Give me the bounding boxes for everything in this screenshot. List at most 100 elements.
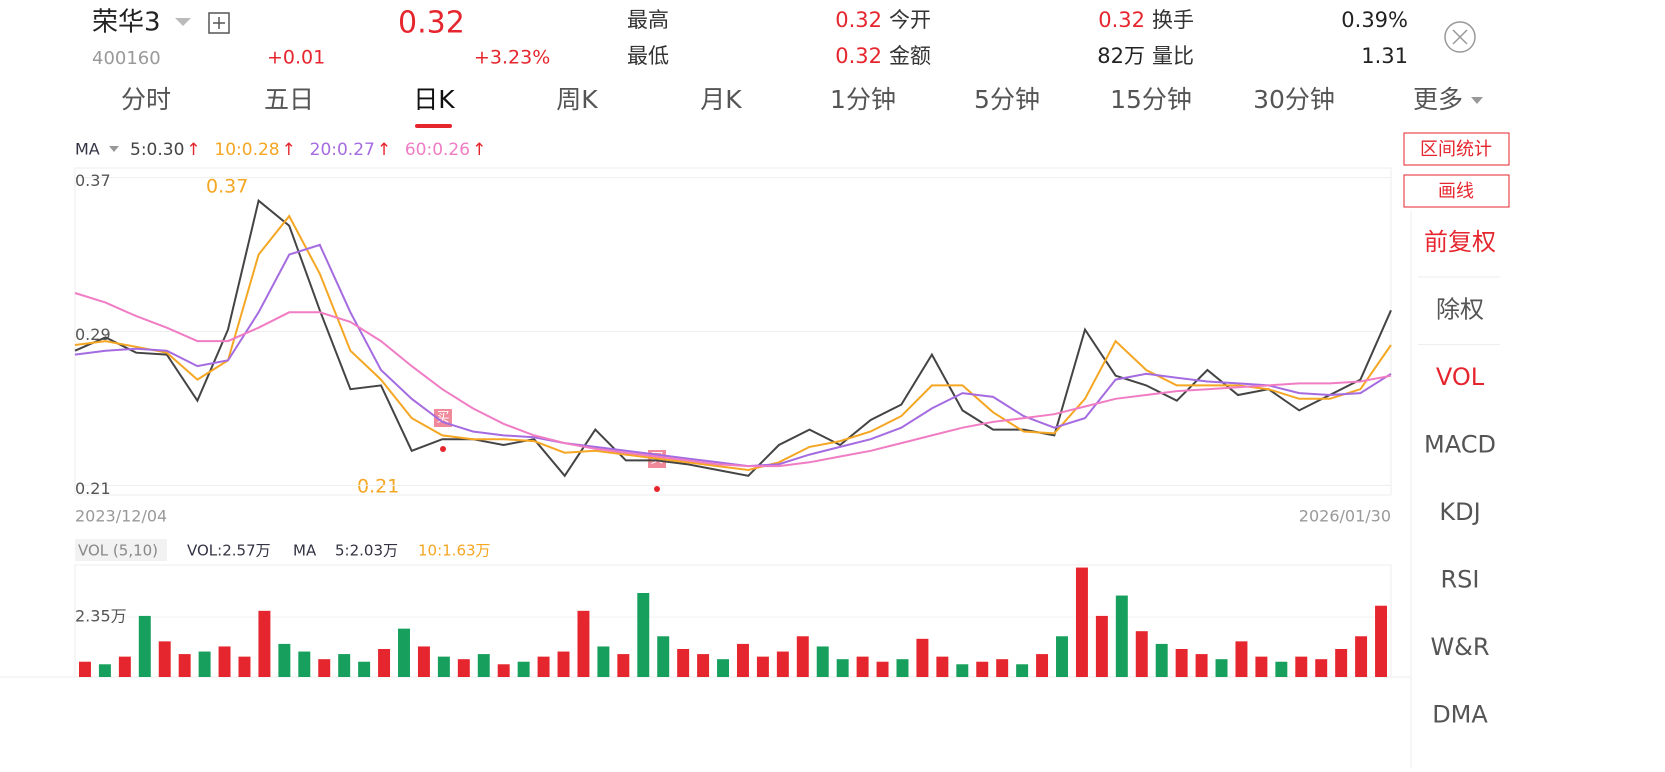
add-icon[interactable] xyxy=(208,12,230,34)
tab[interactable]: 5分钟 xyxy=(974,85,1040,114)
dropdown-icon[interactable] xyxy=(175,18,191,26)
side-item[interactable]: RSI xyxy=(1441,566,1480,594)
volume-bar xyxy=(437,656,450,677)
ma-item: 5:0.30 xyxy=(130,140,184,160)
volume-bar xyxy=(697,654,710,677)
volume-bar xyxy=(198,651,211,677)
volume-bar xyxy=(796,636,809,677)
side-item[interactable]: MACD xyxy=(1424,431,1496,459)
volume-bar xyxy=(896,659,909,677)
side-item[interactable]: 前复权 xyxy=(1424,228,1496,256)
tab[interactable]: 月K xyxy=(700,85,742,114)
close-button[interactable] xyxy=(1444,21,1476,53)
volume-bar xyxy=(577,610,590,677)
ma-line xyxy=(74,198,1392,478)
volume-bar xyxy=(776,651,789,677)
side-item[interactable]: W&R xyxy=(1430,633,1489,661)
volume-bar xyxy=(318,659,331,677)
vol-box[interactable] xyxy=(75,539,167,561)
volume-bar xyxy=(1115,595,1128,677)
volume-bar xyxy=(557,651,570,677)
volume-bar xyxy=(657,636,670,677)
volume-bar xyxy=(1275,661,1288,677)
more-arrow xyxy=(1471,97,1483,104)
volume-bar xyxy=(1075,567,1088,677)
side-panel xyxy=(1411,211,1665,768)
tab[interactable]: 五日 xyxy=(264,85,314,114)
add-plus xyxy=(213,17,225,29)
volume-bar xyxy=(358,661,371,677)
volume-bar xyxy=(836,659,849,677)
vol-value: VOL:2.57万 xyxy=(187,542,271,560)
tab[interactable]: 15分钟 xyxy=(1110,85,1192,114)
stat-value: 0.32 xyxy=(1098,8,1145,32)
vol-ma5: 5:2.03万 xyxy=(335,542,398,560)
buy-dot xyxy=(440,446,446,452)
stat-label: 金额 xyxy=(889,44,931,68)
tab[interactable]: 周K xyxy=(556,85,598,114)
stat-value: 0.32 xyxy=(835,44,882,68)
volume-bar xyxy=(936,656,949,677)
volume-bar xyxy=(756,656,769,677)
side-item[interactable]: 除权 xyxy=(1436,296,1484,324)
volume-bar xyxy=(238,656,251,677)
tab[interactable]: 日K xyxy=(413,85,455,114)
high-annotation: 0.37 xyxy=(206,176,248,198)
volume-bar xyxy=(398,628,410,677)
volume-bar xyxy=(1375,605,1388,677)
volume-bar xyxy=(1095,615,1108,677)
volume-bar xyxy=(1355,636,1368,677)
stat-value: 0.32 xyxy=(835,8,882,32)
tab[interactable]: 更多 xyxy=(1413,85,1463,114)
stat-value: 1.31 xyxy=(1361,44,1408,68)
volume-bar xyxy=(537,656,550,677)
side-item[interactable]: KDJ xyxy=(1439,498,1480,526)
vol-box-text: VOL (5,10) xyxy=(78,542,158,560)
low-annotation: 0.21 xyxy=(357,476,399,498)
volume-bar xyxy=(1135,631,1148,677)
ma-line xyxy=(74,214,1392,472)
volume-bar xyxy=(1175,649,1188,677)
ma-label[interactable]: MA xyxy=(75,140,100,159)
interval-button[interactable] xyxy=(1403,132,1510,166)
ma-line xyxy=(74,243,1392,468)
volume-bar xyxy=(1235,641,1248,677)
volume-bar xyxy=(497,664,510,677)
volume-bar xyxy=(298,651,311,677)
volume-bar xyxy=(1036,654,1049,677)
volume-bar xyxy=(158,641,171,677)
stat-label: 最高 xyxy=(627,8,669,32)
volume-bar xyxy=(976,661,989,677)
volume-bar xyxy=(477,654,490,677)
volume-bar xyxy=(617,654,630,677)
volume-bar xyxy=(378,649,391,677)
volume-bar xyxy=(1155,643,1168,677)
stat-label: 最低 xyxy=(627,44,669,68)
volume-bar xyxy=(1056,636,1068,677)
volume-bar xyxy=(78,661,91,677)
button-label: 区间统计 xyxy=(1420,139,1492,160)
volume-bar xyxy=(1255,656,1268,677)
tab[interactable]: 分时 xyxy=(121,85,171,114)
ma-arrow: ↑ xyxy=(186,140,200,160)
ma-arrow: ↑ xyxy=(472,140,486,160)
side-item[interactable]: DMA xyxy=(1432,701,1488,729)
stat-value: 0.39% xyxy=(1341,8,1408,32)
ma-item: 60:0.26 xyxy=(405,140,470,160)
volume-bar xyxy=(637,593,650,677)
ma-item: 20:0.27 xyxy=(310,140,375,160)
volume-bar xyxy=(457,659,470,677)
tab[interactable]: 30分钟 xyxy=(1253,85,1335,114)
side-item[interactable]: VOL xyxy=(1436,363,1485,391)
volume-bar xyxy=(597,646,610,677)
volume-bar xyxy=(717,659,730,677)
volume-bar xyxy=(956,664,969,677)
volume-bar xyxy=(1295,656,1308,677)
stat-label: 今开 xyxy=(889,8,931,32)
tab[interactable]: 1分钟 xyxy=(830,85,896,114)
stat-label: 量比 xyxy=(1152,44,1194,68)
ma-dropdown[interactable] xyxy=(109,146,119,152)
draw-button[interactable] xyxy=(1403,174,1510,208)
